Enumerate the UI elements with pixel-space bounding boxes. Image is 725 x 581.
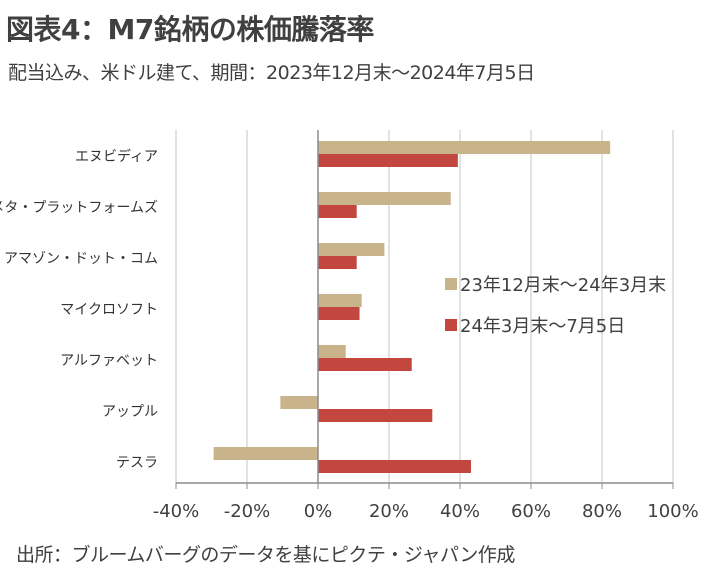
- legend-swatch: [445, 278, 457, 290]
- bar-series1: [318, 345, 346, 358]
- bar-series1: [318, 141, 611, 154]
- legend-label: 24年3月末～7月5日: [460, 316, 625, 337]
- category-label: メタ・プラットフォームズ: [0, 200, 158, 216]
- x-tick-label: 40%: [440, 501, 480, 522]
- legend-swatch: [445, 319, 457, 331]
- bar-series2: [318, 154, 458, 167]
- category-label: アルファベット: [60, 353, 158, 369]
- chart-subtitle: 配当込み、米ドル建て、期間：2023年12月末～2024年7月5日: [8, 62, 535, 84]
- x-tick-label: 20%: [369, 501, 409, 522]
- x-tick-label: 60%: [511, 501, 551, 522]
- chart-title: 図表4：M7銘柄の株価騰落率: [6, 13, 374, 46]
- legend-label: 23年12月末～24年3月末: [460, 275, 666, 296]
- bar-series1: [280, 396, 318, 409]
- bar-series2: [318, 205, 357, 218]
- category-label: マイクロソフト: [60, 302, 158, 318]
- category-label: エヌビディア: [75, 148, 158, 165]
- x-tick-label: 80%: [582, 501, 622, 522]
- source-note: 出所：ブルームバーグのデータを基にピクテ・ジャパン作成: [16, 544, 515, 566]
- bar-series1: [318, 294, 362, 307]
- bar-series2: [318, 307, 360, 320]
- category-label: アマゾン・ドット・コム: [4, 251, 158, 267]
- bar-series1: [318, 192, 451, 205]
- bar-series2: [318, 256, 357, 269]
- bar-series1: [318, 243, 385, 256]
- x-tick-label: 100%: [647, 501, 698, 522]
- bar-series2: [318, 358, 412, 371]
- bar-series1: [213, 447, 318, 460]
- x-tick-label: -40%: [153, 501, 200, 522]
- bar-series2: [318, 409, 433, 422]
- x-tick-label: 0%: [304, 501, 333, 522]
- category-label: アップル: [102, 404, 158, 420]
- bar-series2: [318, 460, 472, 473]
- category-label: テスラ: [116, 455, 158, 471]
- x-tick-label: -20%: [224, 501, 271, 522]
